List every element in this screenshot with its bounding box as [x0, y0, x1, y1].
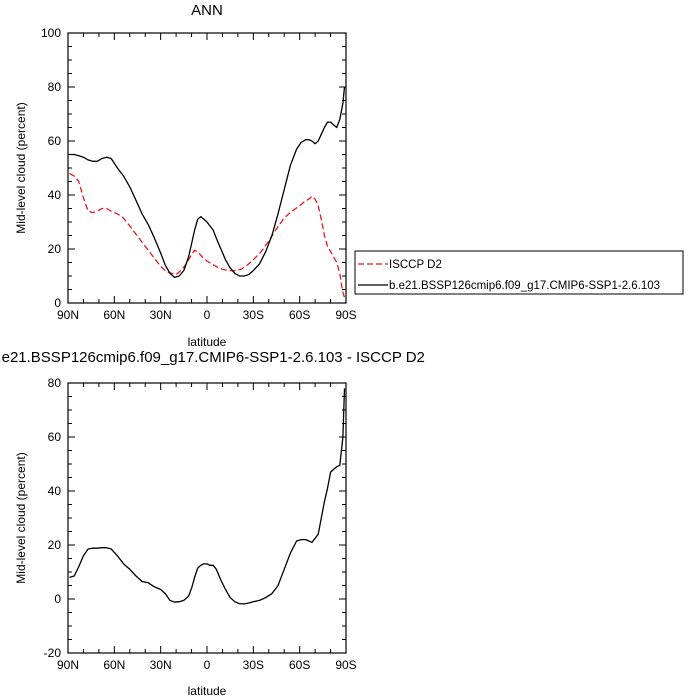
top-panel: ANN 90N 60N 30N 0 30S 60S 90S 0 20 40 60 80 100 lat… [14, 2, 357, 349]
top-y-tick-label: 20 [48, 242, 62, 256]
bottom-plot-frame [67, 382, 347, 654]
bottom-x-tick-label: 30N [150, 658, 172, 672]
top-series-group [69, 86, 346, 298]
top-x-tick-label: 90N [57, 308, 79, 322]
bottom-y-tick-label: 40 [48, 484, 62, 498]
top-y-tick-label: 100 [41, 26, 61, 40]
top-x-tick-label: 30N [150, 308, 172, 322]
top-y-tick-label: 0 [54, 296, 61, 310]
bottom-x-axis-label: latitude [188, 684, 227, 698]
top-y-tick-label: 60 [48, 134, 62, 148]
top-x-tick-label: 60S [289, 308, 310, 322]
bottom-x-grid-ticks: 90N 60N 30N 0 30S 60S 90S [57, 383, 357, 672]
top-y-axis-label: Mid-level cloud (percent) [14, 102, 28, 233]
bottom-x-tick-label: 30S [243, 658, 264, 672]
bottom-y-grid-ticks: -20 0 20 40 60 80 [44, 376, 346, 660]
top-y-tick-label: 80 [48, 80, 62, 94]
bottom-y-axis-label: Mid-level cloud (percent) [14, 452, 28, 583]
top-plot-frame [67, 32, 347, 304]
bottom-x-tick-label: 90N [57, 658, 79, 672]
bottom-x-tick-label: 90S [335, 658, 356, 672]
bottom-x-tick-label: 60S [289, 658, 310, 672]
top-x-axis-label: latitude [188, 335, 227, 349]
bottom-x-tick-label: 60N [103, 658, 125, 672]
top-x-tick-label: 60N [103, 308, 125, 322]
top-x-tick-label: 30S [243, 308, 264, 322]
top-chart-title: ANN [191, 2, 223, 19]
bottom-chart-title: b.e21.BSSP126cmip6.f09_g17.CMIP6-SSP1-2.… [0, 349, 425, 366]
top-x-tick-label: 90S [335, 308, 356, 322]
bottom-y-tick-label: 60 [48, 430, 62, 444]
bottom-y-tick-label: -20 [44, 646, 62, 660]
bottom-y-tick-label: 0 [54, 592, 61, 606]
top-series-line-1 [69, 86, 346, 279]
legend-label-model: b.e21.BSSP126cmip6.f09_g17.CMIP6-SSP1-2.… [389, 280, 660, 292]
top-series-line-0 [69, 172, 346, 298]
top-x-grid-ticks: 90N 60N 30N 0 30S 60S 90S [57, 33, 357, 322]
top-y-grid-ticks: 0 20 40 60 80 100 [41, 26, 346, 310]
legend-label-isccp: ISCCP D2 [389, 259, 442, 271]
bottom-x-tick-label: 0 [204, 658, 211, 672]
bottom-y-tick-label: 20 [48, 538, 62, 552]
bottom-series-line-0 [69, 388, 346, 605]
legend: ISCCP D2 b.e21.BSSP126cmip6.f09_g17.CMIP… [354, 250, 684, 295]
bottom-y-tick-label: 80 [48, 376, 62, 390]
bottom-series-group [69, 388, 346, 605]
legend-box [354, 250, 684, 295]
bottom-panel: b.e21.BSSP126cmip6.f09_g17.CMIP6-SSP1-2.… [0, 349, 425, 698]
top-y-tick-label: 40 [48, 188, 62, 202]
top-x-tick-label: 0 [204, 308, 211, 322]
